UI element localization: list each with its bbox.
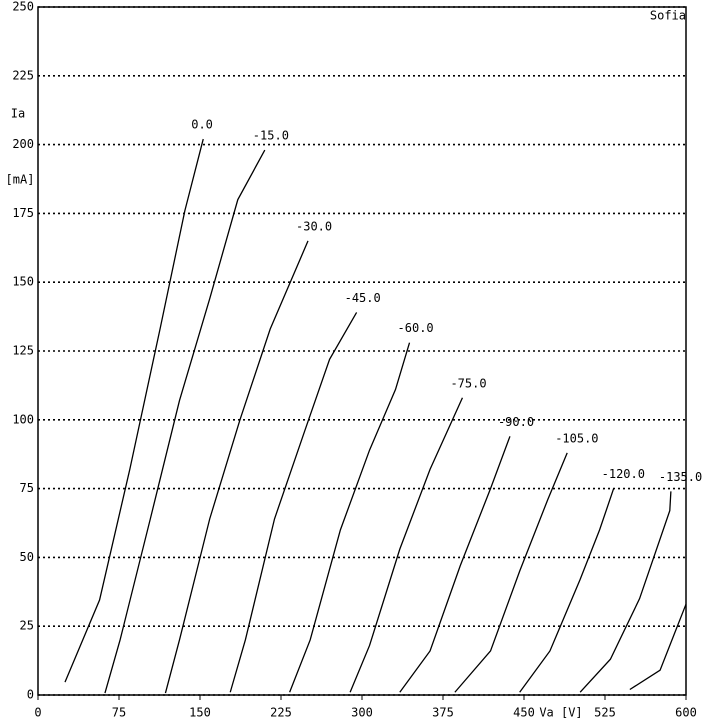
- curve-label: -105.0: [555, 431, 598, 445]
- curve-label: -90.0: [498, 415, 534, 429]
- curve-label: -135.0: [659, 470, 702, 484]
- y-tick-label: 50: [20, 550, 34, 564]
- curve: [349, 397, 464, 693]
- x-tick-label: 150: [189, 706, 211, 720]
- curve-label: -75.0: [450, 376, 486, 390]
- curve-label: -120.0: [602, 467, 645, 481]
- y-tick-label: 0: [27, 688, 34, 702]
- x-tick-label: 75: [112, 706, 126, 720]
- curve: [164, 240, 309, 694]
- x-axis-label: Va [V]: [539, 706, 582, 720]
- y-tick-label: 25: [20, 619, 34, 633]
- curve: [399, 436, 511, 693]
- y-tick-label: 225: [12, 68, 34, 82]
- y-tick-label: 100: [12, 412, 34, 426]
- curve-label: -45.0: [345, 291, 381, 305]
- x-tick-label: 375: [432, 706, 454, 720]
- curve: [454, 452, 568, 693]
- x-tick-label: 300: [351, 706, 373, 720]
- x-tick-label: 0: [34, 706, 41, 720]
- curve: [579, 491, 672, 693]
- y-tick-label: 125: [12, 344, 34, 358]
- curve: [289, 342, 411, 693]
- x-tick-label: 450: [513, 706, 535, 720]
- curve-label: -15.0: [253, 129, 289, 143]
- annotation: Sofia: [650, 9, 686, 23]
- curve: [64, 138, 204, 683]
- curve-label: -60.0: [398, 321, 434, 335]
- y-tick-label: 75: [20, 481, 34, 495]
- curve: [519, 488, 615, 693]
- y-tick-label: 175: [12, 206, 34, 220]
- x-tick-label: 225: [270, 706, 292, 720]
- x-tick-label: 525: [594, 706, 616, 720]
- y-tick-label: 150: [12, 275, 34, 289]
- curve: [104, 149, 266, 694]
- plot-frame: [37, 6, 687, 696]
- curve: [629, 603, 687, 691]
- x-tick-label: 600: [675, 706, 697, 720]
- y-tick-label: 200: [12, 137, 34, 151]
- curve-label: -30.0: [296, 219, 332, 233]
- y-tick-label: 250: [12, 0, 34, 14]
- y-axis-label: Ia: [11, 107, 25, 121]
- curve: [229, 312, 358, 693]
- curve-label: 0.0: [191, 118, 213, 132]
- y-axis-unit: [mA]: [6, 173, 35, 187]
